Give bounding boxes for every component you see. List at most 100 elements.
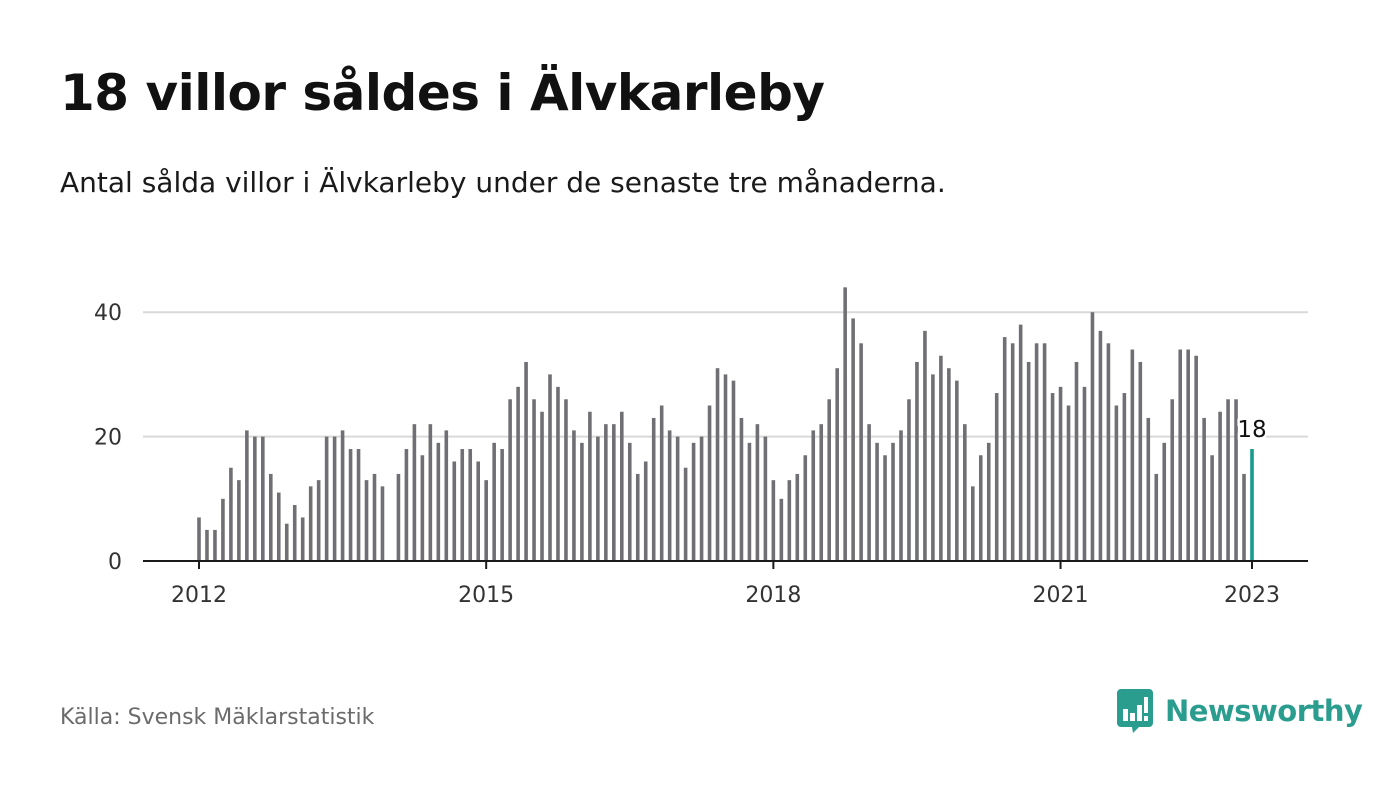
bar — [268, 473, 273, 561]
bar — [1122, 393, 1127, 561]
bar — [835, 368, 839, 561]
bar — [340, 430, 345, 561]
bar — [691, 442, 696, 561]
bar — [500, 449, 504, 561]
bar — [643, 461, 648, 561]
bar — [1210, 455, 1214, 561]
bar — [316, 480, 321, 561]
bar — [755, 424, 760, 561]
bar — [476, 461, 481, 561]
bar — [508, 399, 512, 561]
y-tick-label: 40 — [94, 301, 122, 326]
bar — [723, 374, 728, 561]
bar — [1018, 324, 1023, 561]
bar — [635, 473, 640, 561]
bar — [1226, 399, 1230, 561]
y-tick-label: 20 — [94, 426, 122, 451]
bar — [420, 455, 425, 561]
bar — [468, 449, 473, 561]
bar — [1010, 343, 1015, 561]
bar — [348, 449, 353, 561]
brand-name: Newsworthy — [1165, 694, 1363, 728]
bar — [939, 355, 943, 561]
bar — [524, 361, 528, 561]
brand-logo[interactable]: Newsworthy — [1117, 689, 1363, 733]
bar — [596, 436, 600, 561]
bar — [516, 386, 520, 561]
bar — [851, 318, 855, 561]
bar — [1186, 349, 1190, 561]
bar — [978, 455, 983, 561]
bar — [1170, 399, 1175, 561]
bar — [548, 374, 552, 561]
bar — [683, 467, 688, 561]
bar — [875, 442, 879, 561]
bar — [540, 411, 544, 561]
bar — [229, 467, 233, 561]
bar — [237, 480, 241, 561]
x-tick-label: 2012 — [171, 583, 227, 608]
bar — [899, 430, 903, 561]
bar — [612, 424, 616, 561]
bar — [1098, 330, 1103, 561]
bar — [907, 399, 911, 561]
bar — [739, 417, 744, 561]
bar — [588, 411, 592, 561]
bar — [308, 486, 313, 561]
bar — [1050, 393, 1055, 561]
bar — [1146, 417, 1151, 561]
bar — [707, 405, 712, 561]
bar — [332, 436, 337, 561]
bar — [747, 442, 752, 561]
bar — [731, 380, 736, 561]
x-tick-label: 2023 — [1224, 583, 1280, 608]
bar — [787, 480, 792, 561]
bar — [699, 436, 704, 561]
highlight-bar — [1250, 449, 1254, 561]
newsworthy-logo-icon — [1117, 689, 1153, 733]
bar — [564, 399, 568, 561]
bar — [1106, 343, 1111, 561]
bar — [963, 424, 967, 561]
bar — [715, 368, 720, 561]
bar — [1178, 349, 1183, 561]
bar — [484, 480, 488, 561]
bar — [604, 424, 608, 561]
bar — [292, 505, 297, 561]
bar — [452, 461, 457, 561]
source-note: Källa: Svensk Mäklarstatistik — [60, 705, 375, 730]
bar — [1026, 361, 1031, 561]
bar — [1138, 361, 1143, 561]
bar — [1074, 361, 1079, 561]
bar — [1082, 386, 1087, 561]
bar — [1066, 405, 1071, 561]
bar — [245, 430, 249, 561]
bar — [556, 386, 560, 561]
bar — [883, 455, 887, 561]
bar — [659, 405, 664, 561]
bar — [811, 430, 816, 561]
bar — [221, 498, 225, 561]
chart-subtitle: Antal sålda villor i Älvkarleby under de… — [60, 166, 946, 199]
bar — [651, 417, 656, 561]
bar — [205, 529, 209, 561]
bar — [276, 492, 281, 561]
bar — [1234, 399, 1238, 561]
bar — [859, 343, 863, 561]
bar — [532, 399, 536, 561]
bar — [1202, 417, 1206, 561]
y-tick-label: 0 — [108, 550, 122, 575]
bar — [1034, 343, 1039, 561]
bar — [1194, 355, 1198, 561]
bar — [915, 361, 919, 561]
bar — [572, 430, 576, 561]
bar — [867, 424, 871, 561]
bars — [197, 287, 1254, 561]
bar — [492, 442, 496, 561]
bar — [1042, 343, 1047, 561]
bar — [428, 424, 433, 561]
bar — [779, 498, 784, 561]
bar — [947, 368, 951, 561]
bar — [284, 523, 289, 561]
bar — [1242, 473, 1246, 561]
